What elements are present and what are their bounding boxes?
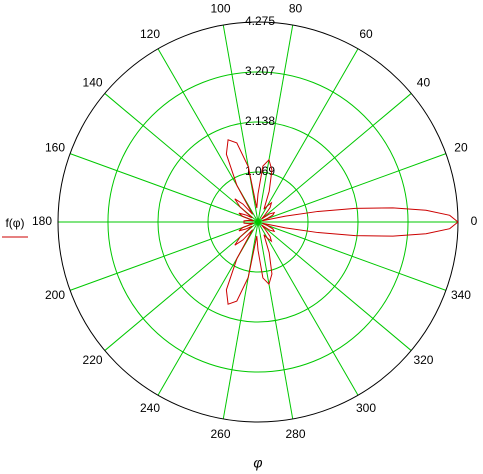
grid-ring	[157, 121, 359, 323]
series-line	[225, 139, 459, 305]
angle-tick-label: 60	[359, 27, 373, 41]
angle-tick-label: 200	[45, 288, 65, 302]
angle-tick-label: 180	[32, 214, 52, 228]
grid-ring	[107, 71, 409, 373]
angle-tick-label: 80	[289, 1, 303, 15]
angle-tick-label: 40	[417, 75, 431, 89]
angle-tick-label: 100	[210, 1, 230, 15]
radial-tick-label: 2.138	[245, 114, 275, 128]
angle-tick-label: 240	[140, 401, 160, 415]
angle-tick-label: 160	[45, 140, 65, 154]
angle-tick-label: 280	[285, 427, 305, 441]
angle-tick-label: 140	[83, 75, 103, 89]
radial-tick-label: 1.069	[245, 164, 275, 178]
radial-tick-label: 3.207	[245, 64, 275, 78]
angle-tick-label: 300	[356, 401, 376, 415]
angle-tick-label: 340	[451, 288, 471, 302]
x-axis-label: φ	[253, 455, 262, 471]
angle-tick-label: 120	[140, 27, 160, 41]
radial-tick-label: 4.275	[245, 14, 275, 28]
grid-ring	[207, 171, 309, 273]
angle-tick-label: 260	[210, 427, 230, 441]
angle-tick-label: 20	[454, 140, 468, 154]
angle-tick-label: 320	[413, 353, 433, 367]
legend-label: f(φ)	[5, 216, 24, 230]
angle-tick-label: 0	[471, 214, 478, 228]
angle-tick-label: 220	[83, 353, 103, 367]
